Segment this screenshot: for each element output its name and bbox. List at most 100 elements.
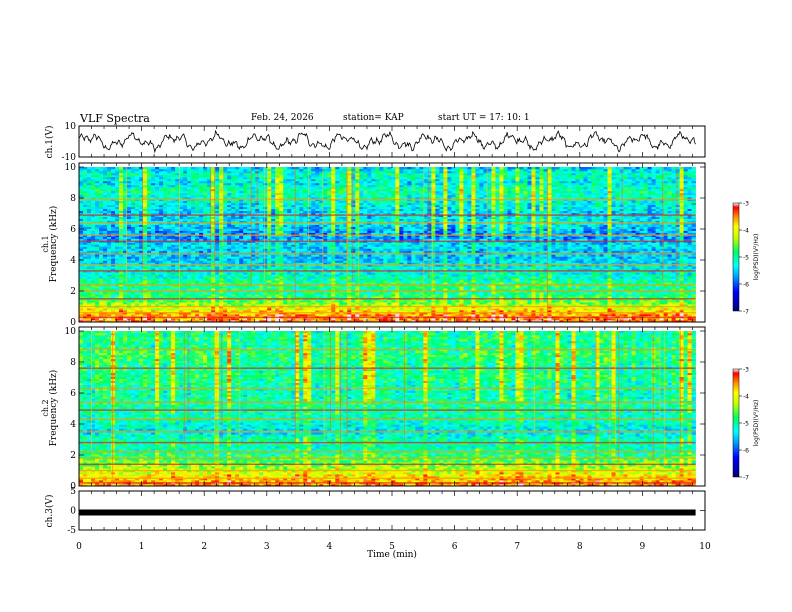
spectrogram-cell — [135, 318, 139, 320]
spectrogram-cell — [559, 318, 563, 320]
spectrogram-cell — [351, 314, 355, 316]
spectrogram-cell — [600, 308, 604, 310]
spectrogram-cell — [688, 318, 692, 320]
spectrogram-cell — [459, 302, 463, 304]
spectrogram-cell — [263, 302, 267, 304]
spectrogram-cell — [660, 314, 664, 316]
spectrogram-cell — [467, 314, 471, 316]
spectrogram-cell — [571, 318, 575, 320]
spectrogram-cell — [207, 318, 211, 320]
spectrogram-cell — [159, 302, 163, 304]
spectrogram-cell — [463, 300, 467, 302]
spectrogram-cell — [343, 300, 347, 302]
spectrogram-cell — [507, 308, 511, 310]
spectrogram-cell — [263, 314, 267, 316]
spectrogram-cell — [684, 302, 688, 304]
spectrogram-cell — [415, 308, 419, 310]
spectrogram-cell — [279, 318, 283, 320]
spectrogram-cell — [135, 302, 139, 304]
spectrogram-cell — [183, 300, 187, 302]
spectrogram-cell — [383, 318, 387, 320]
spectrogram-cell — [107, 302, 111, 304]
spectrogram-cell — [688, 314, 692, 316]
spectrogram-cell — [235, 314, 239, 316]
spectrogram-cell — [351, 308, 355, 310]
spectrogram-cell — [163, 308, 167, 310]
spectrogram-cell — [668, 318, 672, 320]
spectrogram-cell — [503, 318, 507, 320]
spectrogram-cell — [315, 308, 319, 310]
spectrogram-cell — [588, 314, 592, 316]
spectrogram-cell — [399, 308, 403, 310]
spectrogram-cell — [219, 314, 223, 316]
spectrogram-cell — [608, 302, 612, 304]
spectrogram-cell — [523, 318, 527, 320]
spectrogram-cell — [123, 302, 127, 304]
spectrogram-cell — [147, 318, 151, 320]
spectrogram-cell — [251, 302, 255, 304]
spectrogram-cell — [223, 302, 227, 304]
spectrogram-cell — [259, 302, 263, 304]
spectrogram-cell — [239, 314, 243, 316]
spectrogram-cell — [535, 308, 539, 310]
spectrogram-cell — [571, 308, 575, 310]
spectrogram-cell — [143, 302, 147, 304]
spectrogram-cell — [616, 302, 620, 304]
ch1-spectrogram — [79, 167, 696, 322]
spectrogram-cell — [339, 300, 343, 302]
spectrogram-cell — [551, 308, 555, 310]
spectrogram-cell — [327, 308, 331, 310]
spectrogram-cell — [295, 300, 299, 302]
spectrogram-cell — [507, 314, 511, 316]
spectrogram-cell — [319, 302, 323, 304]
spectrogram-cell — [247, 318, 251, 320]
spectrogram-cell — [239, 300, 243, 302]
spectrogram-cell — [307, 302, 311, 304]
spectrogram-cell — [123, 314, 127, 316]
spectrogram-cell — [535, 302, 539, 304]
spectrogram-cell — [231, 300, 235, 302]
spectrogram-cell — [439, 314, 443, 316]
spectrogram-cell — [676, 318, 680, 320]
spectrogram-cell — [127, 302, 131, 304]
spectrogram-cell — [283, 314, 287, 316]
spectrogram-cell — [559, 302, 563, 304]
spectrogram-cell — [235, 308, 239, 310]
spectrogram-cell — [503, 302, 507, 304]
spectrogram-cell — [127, 300, 131, 302]
spectrogram-cell — [668, 302, 672, 304]
spectrogram-cell — [275, 318, 279, 320]
spectrogram-cell — [99, 318, 103, 320]
spectrogram-cell — [259, 318, 263, 320]
spectrogram-cell — [407, 300, 411, 302]
spectrogram-cell — [379, 318, 383, 320]
spectrogram-cell — [279, 300, 283, 302]
spectrogram-cell — [636, 308, 640, 310]
spectrogram-cell — [87, 302, 91, 304]
spectrogram-cell — [515, 318, 519, 320]
spectrogram-cell — [115, 308, 119, 310]
spectrogram-cell — [287, 302, 291, 304]
spectrogram-cell — [143, 318, 147, 320]
spectrogram-cell — [588, 318, 592, 320]
spectrogram-cell — [155, 314, 159, 316]
spectrogram-cell — [672, 318, 676, 320]
spectrogram-cell — [291, 308, 295, 310]
spectrogram-cell — [315, 318, 319, 320]
spectrogram-cell — [303, 314, 307, 316]
spectrogram-cell — [167, 318, 171, 320]
spectrogram-cell — [339, 318, 343, 320]
spectrogram-cell — [684, 308, 688, 310]
spectrogram-cell — [692, 302, 696, 304]
spectrogram-cell — [608, 314, 612, 316]
spectrogram-cell — [291, 314, 295, 316]
spectrogram-cell — [567, 302, 571, 304]
spectrogram-cell — [247, 300, 251, 302]
spectrogram-cell — [195, 318, 199, 320]
spectrogram-cell — [111, 314, 115, 316]
spectrogram-cell — [495, 314, 499, 316]
spectrogram-cell — [275, 302, 279, 304]
spectrogram-cell — [451, 314, 455, 316]
spectrogram-cell — [592, 308, 596, 310]
spectrogram-cell — [251, 300, 255, 302]
